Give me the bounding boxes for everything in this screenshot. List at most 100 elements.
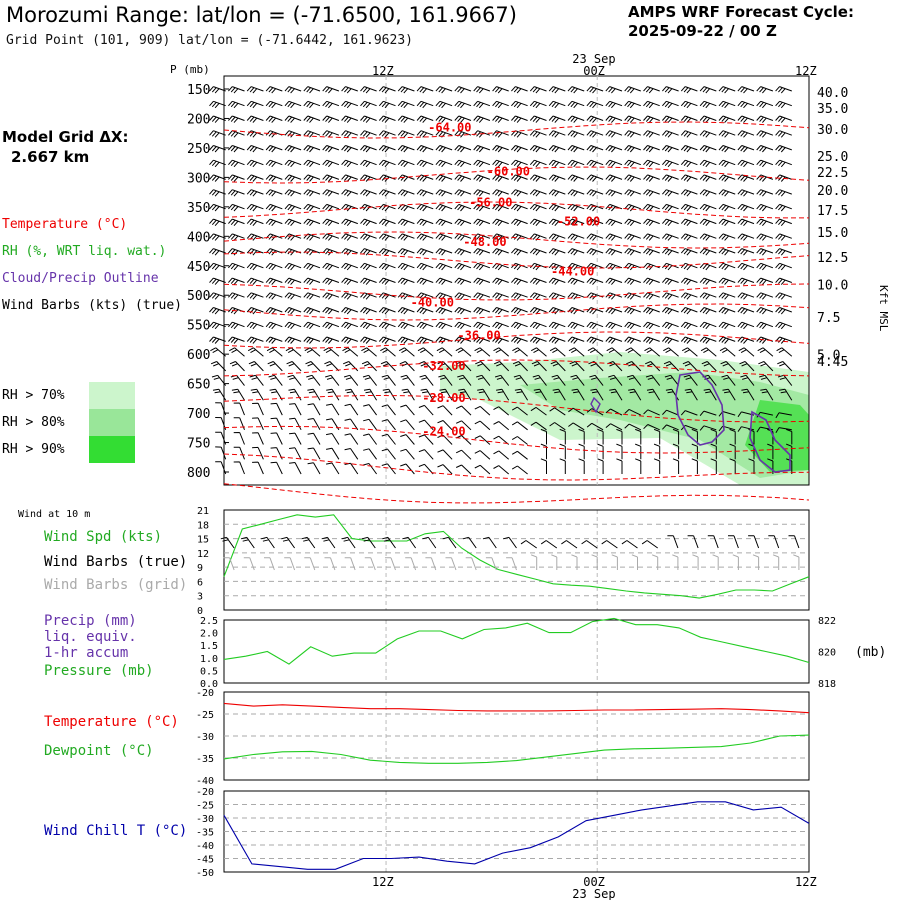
wind-barb bbox=[268, 374, 283, 386]
wind-barb bbox=[209, 321, 226, 330]
wind-barb bbox=[531, 361, 547, 372]
wind-barb bbox=[529, 189, 547, 197]
wind-barb bbox=[341, 203, 358, 212]
wind-barb bbox=[250, 388, 264, 401]
wind-barb bbox=[416, 248, 434, 256]
wind-barb bbox=[586, 292, 604, 300]
wind-barb bbox=[435, 277, 453, 285]
wind-barb bbox=[454, 130, 472, 138]
wind-barb bbox=[586, 86, 604, 94]
barb-true-10m bbox=[260, 536, 275, 549]
wind-barb bbox=[303, 86, 321, 94]
wind-barb bbox=[322, 115, 340, 123]
isotherm-line bbox=[223, 331, 810, 349]
wind-barb bbox=[378, 86, 396, 94]
wind-barb bbox=[246, 218, 264, 227]
wind-barb bbox=[284, 218, 302, 227]
wind-barb bbox=[662, 130, 679, 138]
wind-barb bbox=[246, 115, 264, 123]
wind-barb bbox=[284, 233, 302, 241]
wind-barb bbox=[775, 159, 792, 168]
wind-chill-tick-label: -40 bbox=[196, 841, 214, 852]
wind-barb bbox=[586, 408, 604, 416]
wind-barb bbox=[737, 130, 755, 138]
wind-barb bbox=[265, 307, 283, 315]
temp-tick-label: -20 bbox=[196, 688, 214, 699]
barb-true-10m bbox=[361, 536, 376, 549]
wind-barb bbox=[680, 424, 698, 431]
wind-barb bbox=[549, 422, 566, 431]
wind-barb bbox=[548, 100, 566, 109]
wind-barb bbox=[474, 420, 491, 431]
wind-barb bbox=[608, 374, 623, 386]
wind-barb bbox=[473, 130, 491, 138]
legend-wind-barbs: Wind Barbs (kts) (true) bbox=[2, 298, 183, 313]
height-tick-label: 12.5 bbox=[817, 251, 848, 266]
barb-true-10m bbox=[321, 536, 336, 549]
wind-barb bbox=[322, 145, 340, 153]
wind-barb bbox=[435, 86, 453, 94]
wind-barb bbox=[455, 449, 472, 460]
wind-barb bbox=[729, 443, 736, 460]
wind-barb bbox=[570, 374, 585, 386]
precip-tick-label: 0.5 bbox=[200, 666, 218, 677]
pressure-unit-label: (mb) bbox=[855, 645, 886, 660]
wind-barb bbox=[511, 203, 528, 212]
wind-barb bbox=[326, 403, 340, 416]
wind-barb bbox=[662, 292, 679, 300]
wind-barb bbox=[662, 424, 679, 431]
precip-tick-label: 0.0 bbox=[200, 679, 218, 690]
wind-barb bbox=[492, 189, 509, 197]
wind-barb bbox=[624, 145, 641, 153]
wind-barb bbox=[417, 347, 434, 357]
wind-barb bbox=[247, 347, 264, 357]
wind-barb bbox=[343, 374, 359, 386]
wind-barb bbox=[360, 307, 377, 315]
wind-barb bbox=[381, 448, 396, 460]
wind-barb bbox=[378, 292, 396, 300]
wind-barb bbox=[228, 100, 245, 109]
wind-chill-tick-label: -35 bbox=[196, 828, 214, 839]
wind-barb bbox=[699, 336, 717, 344]
wind-barb bbox=[567, 218, 585, 227]
wind-barb bbox=[718, 218, 736, 227]
height-tick-label: 4.45 bbox=[817, 355, 848, 370]
height-tick-label: 30.0 bbox=[817, 123, 848, 138]
wind-barb bbox=[474, 405, 491, 416]
wind-barb bbox=[307, 388, 321, 401]
wind-barb bbox=[718, 336, 736, 344]
wind-barb bbox=[246, 321, 264, 330]
wind-barb bbox=[265, 336, 283, 344]
wind-barb bbox=[474, 347, 491, 357]
wind-barb bbox=[511, 159, 528, 168]
wind-barb bbox=[233, 446, 245, 460]
wind-barb bbox=[586, 159, 604, 168]
wind-barb bbox=[416, 115, 434, 123]
wind-barb bbox=[691, 458, 698, 474]
wind-barb bbox=[284, 100, 302, 109]
wind-barb bbox=[548, 292, 566, 300]
barb-grid-10m bbox=[243, 557, 255, 571]
wind-barb bbox=[360, 189, 377, 197]
wind-barb bbox=[378, 203, 396, 212]
wind-barb bbox=[616, 443, 623, 460]
wind-barb bbox=[718, 292, 736, 300]
wind-chill-tick-label: -50 bbox=[196, 868, 214, 879]
wind-barb bbox=[493, 406, 510, 416]
wind-barb bbox=[567, 145, 585, 153]
time-tick-label-top: 12Z bbox=[795, 64, 817, 78]
wind-barb bbox=[548, 277, 566, 285]
wind-barb bbox=[737, 145, 755, 153]
wind-barb bbox=[759, 374, 774, 386]
wind-barb bbox=[284, 159, 302, 168]
wind-barb bbox=[322, 292, 340, 300]
wind-barb bbox=[228, 130, 245, 138]
wind-barb bbox=[209, 203, 226, 212]
wind-barb bbox=[775, 307, 792, 315]
wind-barb bbox=[397, 203, 415, 212]
barb-true-10m bbox=[561, 540, 578, 549]
pressure-tick-label: 450 bbox=[187, 260, 210, 275]
wind-barb bbox=[265, 233, 283, 241]
wind-barb bbox=[475, 361, 491, 372]
wind-barb bbox=[568, 347, 585, 357]
